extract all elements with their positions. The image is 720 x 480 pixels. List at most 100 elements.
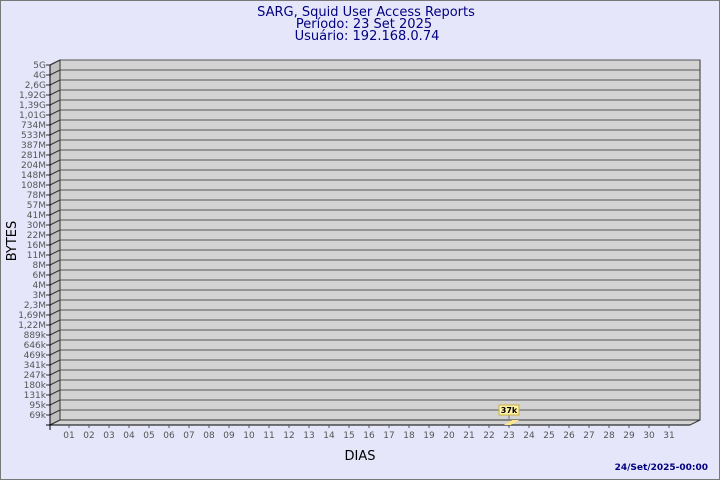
- x-tick-label: 19: [423, 431, 435, 441]
- gridline-side: [49, 239, 61, 246]
- gridline-side: [49, 219, 61, 226]
- x-tick-label: 04: [123, 431, 135, 441]
- y-tick-label: 2,3M: [24, 301, 46, 311]
- y-tick-label: 4M: [33, 281, 47, 291]
- x-tick-label: 05: [143, 431, 154, 441]
- x-tick-label: 25: [543, 431, 554, 441]
- generated-date: 24/Set/2025-00:00: [615, 463, 708, 473]
- x-tick-label: 15: [343, 431, 354, 441]
- x-tick-label: 31: [663, 431, 674, 441]
- y-tick-label: 341k: [24, 361, 47, 371]
- y-tick-label: 533M: [21, 131, 46, 141]
- y-tick-label: 1,22M: [18, 321, 46, 331]
- gridline-side: [49, 249, 61, 256]
- bar-label-box: [498, 404, 520, 416]
- y-tick-label: 8M: [33, 261, 47, 271]
- y-tick-label: 78M: [27, 191, 46, 201]
- x-tick-label: 28: [603, 431, 615, 441]
- y-tick-label: 387M: [21, 141, 46, 151]
- y-tick-label: 646k: [24, 341, 47, 351]
- y-tick-label: 469k: [24, 351, 47, 361]
- x-tick-label: 30: [643, 431, 655, 441]
- y-tick-label: 30M: [27, 221, 46, 231]
- y-tick-label: 57M: [27, 201, 46, 211]
- gridline-side: [49, 299, 61, 306]
- gridline-side: [49, 389, 61, 396]
- y-tick-label: 11M: [27, 251, 46, 261]
- gridline-side: [49, 319, 61, 326]
- gridline-side: [49, 189, 61, 196]
- gridline-side: [49, 129, 61, 136]
- x-tick-label: 14: [323, 431, 335, 441]
- y-tick-label: 4G: [33, 71, 46, 81]
- x-tick-label: 13: [303, 431, 314, 441]
- x-tick-label: 27: [583, 431, 594, 441]
- gridline-side: [49, 359, 61, 366]
- x-tick-label: 18: [403, 431, 415, 441]
- y-tick-label: 95k: [29, 401, 46, 411]
- gridline-side: [49, 229, 61, 236]
- y-tick-label: 41M: [27, 211, 46, 221]
- x-tick-label: 11: [263, 431, 274, 441]
- bar: [504, 420, 519, 425]
- y-tick-label: 204M: [21, 161, 46, 171]
- gridline-side: [49, 149, 61, 156]
- gridline-side: [49, 279, 61, 286]
- y-tick-label: 889k: [24, 331, 47, 341]
- x-tick-label: 20: [443, 431, 455, 441]
- y-tick-label: 6M: [33, 271, 47, 281]
- gridline-side: [49, 199, 61, 206]
- y-tick-label: 148M: [21, 171, 46, 181]
- x-tick-label: 24: [523, 431, 535, 441]
- x-tick-label: 12: [283, 431, 294, 441]
- y-tick-label: 734M: [21, 121, 46, 131]
- x-tick-label: 06: [163, 431, 175, 441]
- y-tick-label: 5G: [33, 61, 46, 71]
- gridline-side: [49, 89, 61, 96]
- gridline-side: [49, 99, 61, 106]
- gridline-side: [49, 109, 61, 116]
- x-tick-label: 17: [383, 431, 394, 441]
- gridline-side: [49, 209, 61, 216]
- gridline-side: [49, 69, 61, 76]
- y-tick-label: 1,01G: [19, 111, 46, 121]
- y-tick-label: 2,6G: [25, 81, 46, 91]
- gridline-side: [49, 169, 61, 176]
- y-tick-label: 16M: [27, 241, 46, 251]
- y-tick-label: 131k: [24, 391, 47, 401]
- gridline-side: [49, 159, 61, 166]
- gridline-side: [49, 269, 61, 276]
- y-axis-label: BYTES: [5, 221, 20, 262]
- bar-label: 37k: [501, 406, 518, 415]
- y-tick-label: 69k: [29, 411, 46, 421]
- chart-period: Período: 23 Set 2025: [296, 17, 432, 32]
- y-tick-label: 3M: [33, 291, 47, 301]
- x-tick-label: 03: [103, 431, 114, 441]
- x-tick-label: 08: [203, 431, 215, 441]
- x-tick-label: 21: [463, 431, 474, 441]
- chart-user: Usuário: 192.168.0.74: [295, 29, 440, 44]
- y-tick-label: 281M: [21, 151, 46, 161]
- x-tick-label: 16: [363, 431, 375, 441]
- y-tick-label: 1,39G: [19, 101, 46, 111]
- x-tick-label: 23: [503, 431, 514, 441]
- gridline-side: [49, 369, 61, 376]
- y-tick-label: 247k: [24, 371, 47, 381]
- floor: [49, 419, 701, 426]
- gridline-side: [49, 379, 61, 386]
- x-tick-label: 01: [63, 431, 74, 441]
- gridline-side: [49, 329, 61, 336]
- gridline-side: [49, 259, 61, 266]
- y-tick-label: 108M: [21, 181, 46, 191]
- gridline-side: [49, 79, 61, 86]
- x-tick-label: 10: [243, 431, 255, 441]
- y-tick-label: 22M: [27, 231, 46, 241]
- gridline-side: [49, 339, 61, 346]
- gridline-side: [49, 119, 61, 126]
- chart-title: SARG, Squid User Access Reports: [257, 5, 475, 20]
- gridline-side: [49, 139, 61, 146]
- x-tick-label: 22: [483, 431, 494, 441]
- gridline-side: [49, 309, 61, 316]
- y-tick-label: 1,69M: [18, 311, 46, 321]
